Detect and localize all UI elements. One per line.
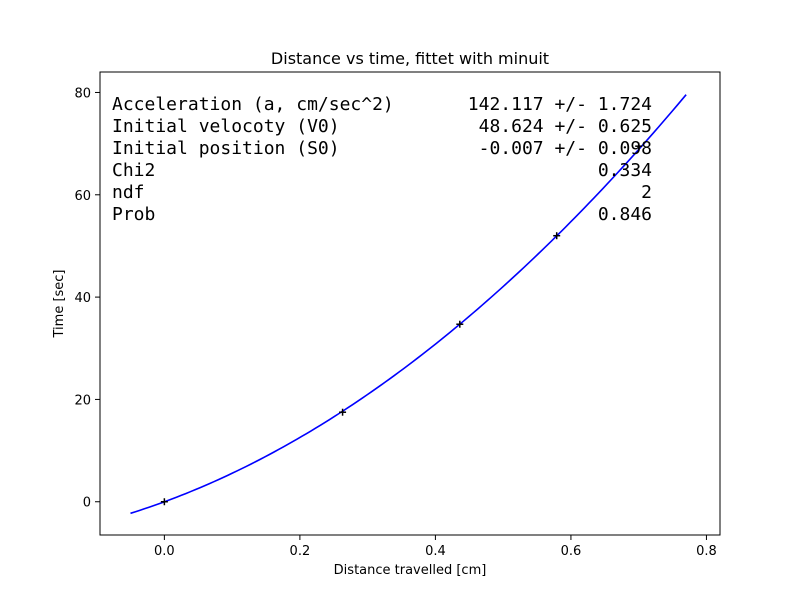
x-axis-label: Distance travelled [cm] [334, 563, 487, 578]
data-points [160, 142, 643, 506]
fit-result-row: Initial velocoty (V0) 48.624 +/- 0.625 [112, 116, 652, 137]
data-point [160, 498, 168, 506]
y-tick-label: 0 [83, 496, 91, 511]
fit-result-row: ndf 2 [112, 182, 652, 203]
x-tick-label: 0.8 [696, 544, 717, 559]
fit-result-value: 0.846 [598, 204, 652, 225]
x-tick-label: 0.4 [425, 544, 446, 559]
y-tick-label: 80 [74, 86, 91, 101]
x-tick-label: 0.6 [561, 544, 582, 559]
fit-result-label: Chi2 [112, 160, 155, 181]
axis-ticks: 0.0 0.2 0.4 0.6 0.8 0 20 40 60 80 [74, 86, 716, 559]
data-point [339, 408, 347, 416]
y-axis-label: Time [sec] [52, 269, 67, 338]
x-tick-label: 0.2 [290, 544, 311, 559]
fit-result-value: 142.117 +/- 1.724 [468, 94, 652, 115]
fit-result-label: Prob [112, 204, 155, 225]
fit-curve [130, 94, 687, 515]
fit-result-row: Initial position (S0) -0.007 +/- 0.098 [112, 138, 652, 159]
y-tick-label: 60 [74, 189, 91, 204]
fit-results-box: Acceleration (a, cm/sec^2) 142.117 +/- 1.… [112, 94, 652, 225]
fit-result-row: Prob 0.846 [112, 204, 652, 225]
fit-result-label: Acceleration (a, cm/sec^2) [112, 94, 394, 115]
chart-title: Distance vs time, fittet with minuit [271, 49, 549, 68]
fit-result-row: Acceleration (a, cm/sec^2) 142.117 +/- 1.… [112, 94, 652, 115]
fit-result-label: Initial velocoty (V0) [112, 116, 340, 137]
data-point [553, 232, 561, 240]
data-point [635, 142, 643, 150]
fit-result-value: -0.007 +/- 0.098 [479, 138, 652, 159]
axes-frame [99, 71, 721, 536]
y-tick-label: 40 [74, 291, 91, 306]
fit-result-label: Initial position (S0) [112, 138, 340, 159]
fit-result-value: 48.624 +/- 0.625 [479, 116, 652, 137]
data-point [456, 320, 464, 328]
fit-result-value: 0.334 [598, 160, 652, 181]
fit-result-row: Chi2 0.334 [112, 160, 652, 181]
fit-curve-layer [130, 94, 687, 515]
x-tick-label: 0.0 [154, 544, 175, 559]
y-tick-label: 20 [74, 393, 91, 408]
fit-result-value: 2 [641, 182, 652, 203]
fit-result-label: ndf [112, 182, 145, 203]
